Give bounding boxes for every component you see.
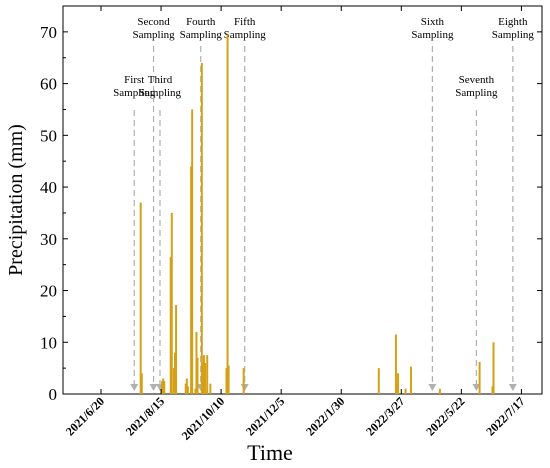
sampling-label: Seventh: [459, 74, 495, 86]
precip-bar: [242, 368, 245, 394]
precip-bar: [204, 362, 207, 394]
precip-bar: [140, 373, 143, 394]
precip-bar: [209, 383, 212, 394]
sampling-label: Sampling: [180, 29, 223, 41]
precip-bar: [163, 381, 166, 394]
x-tick-label: 2021/10/10: [179, 394, 228, 443]
y-tick-label: 10: [40, 333, 57, 352]
precip-bar: [438, 388, 441, 394]
sampling-annotations: FirstSamplingSecondSamplingThirdSampling…: [113, 16, 534, 391]
x-tick-label: 2021/12/5: [243, 394, 287, 438]
y-tick-label: 40: [40, 178, 57, 197]
precip-bar: [184, 383, 187, 394]
y-tick-label: 50: [40, 126, 57, 145]
precip-bar: [174, 352, 177, 394]
x-tick-label: 2022/3/27: [363, 394, 407, 438]
precip-bar: [196, 357, 199, 394]
precip-bar: [169, 256, 172, 394]
precip-bar: [186, 386, 189, 394]
precip-bar: [170, 212, 173, 394]
precip-bar: [195, 331, 198, 394]
sampling-label: Sampling: [113, 87, 156, 99]
y-tick-label: 60: [40, 75, 57, 94]
sampling-arrow: [508, 384, 517, 391]
x-tick-label: 2021/8/15: [123, 394, 167, 438]
sampling-arrow: [130, 384, 139, 391]
precip-bar: [404, 388, 407, 394]
precip-bar: [225, 368, 228, 394]
plot-frame: [62, 5, 543, 395]
y-tick-label: 30: [40, 230, 57, 249]
sampling-arrow: [149, 384, 158, 391]
sampling-label: Sixth: [421, 16, 445, 28]
precip-bar: [162, 378, 165, 394]
y-tick-label: 20: [40, 282, 57, 301]
precip-bar: [226, 34, 229, 394]
y-axis: 0 10 20 30 40 50 60 70: [40, 23, 542, 404]
x-tick-label: 2022/7/17: [483, 394, 527, 438]
x-tick-label: 2022/1/30: [303, 394, 347, 438]
precip-bar: [139, 202, 142, 394]
precip-bar: [409, 366, 412, 394]
y-axis-label: Precipitation (mm): [5, 124, 27, 276]
precip-bar: [227, 365, 230, 394]
bar-series: [139, 34, 495, 394]
x-axis-label: Time: [247, 440, 293, 465]
precip-bar: [161, 381, 164, 394]
precip-bar: [206, 355, 209, 394]
x-tick-label: 2021/6/20: [63, 394, 107, 438]
sampling-label: Sampling: [411, 29, 454, 41]
sampling-label: Sampling: [492, 29, 535, 41]
sampling-label: Fifth: [234, 16, 256, 28]
precip-bar: [492, 342, 495, 394]
sampling-label: Second: [137, 16, 170, 28]
sampling-arrow: [428, 384, 437, 391]
sampling-label: Sampling: [455, 87, 498, 99]
x-axis: 2021/6/20 2021/8/15 2021/10/10 2021/12/5 202…: [63, 6, 528, 443]
precip-bar: [172, 368, 175, 394]
sampling-label: Fourth: [186, 16, 216, 28]
precip-bar: [202, 355, 205, 394]
precip-bar: [175, 305, 178, 394]
precip-bar: [478, 361, 481, 394]
sampling-label: Sampling: [224, 29, 267, 41]
precip-bar: [377, 368, 380, 394]
precip-bar: [397, 373, 400, 394]
sampling-label: Sampling: [132, 29, 175, 41]
precip-bar: [185, 378, 188, 394]
sampling-label: Third: [148, 74, 173, 86]
sampling-label: First: [124, 74, 144, 86]
sampling-label: Eighth: [498, 16, 528, 28]
precip-bar: [200, 62, 203, 394]
precip-bar: [194, 388, 197, 394]
precip-bar: [191, 109, 194, 394]
y-tick-label: 70: [40, 23, 57, 42]
sampling-arrow: [472, 384, 481, 391]
precip-bar: [190, 166, 193, 394]
sampling-arrow: [240, 384, 249, 391]
x-tick-label: 2022/5/22: [423, 394, 467, 438]
precip-bar: [201, 362, 204, 394]
precip-bar: [396, 383, 399, 394]
y-tick-label: 0: [49, 385, 58, 404]
sampling-label: Sampling: [139, 87, 182, 99]
precip-bar: [491, 386, 494, 394]
precip-bar: [394, 334, 397, 394]
